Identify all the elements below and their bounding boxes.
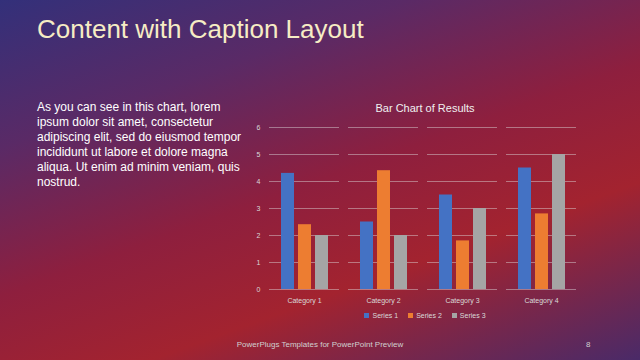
svg-text:Category 2: Category 2 — [366, 297, 400, 305]
svg-text:Category 1: Category 1 — [287, 297, 321, 305]
svg-text:3: 3 — [257, 205, 261, 212]
svg-text:6: 6 — [257, 124, 261, 131]
html-text:Series 1: Series 1 — [372, 312, 399, 319]
html-text:Series 3: Series 3 — [459, 312, 486, 319]
html-text:8: 8 — [586, 340, 591, 349]
svg-text:0: 0 — [257, 286, 261, 293]
html-text:PowerPlugs Templates for Power: PowerPlugs Templates for PowerPoint Prev… — [236, 340, 404, 349]
html-text:Series 2: Series 2 — [416, 312, 442, 319]
svg-text:Category 4: Category 4 — [524, 297, 558, 305]
svg-text:5: 5 — [257, 151, 261, 158]
svg-text:4: 4 — [257, 178, 261, 185]
html-text:Content with Caption Layout: Content with Caption Layout — [37, 14, 364, 44]
html-text:As you can see in this chart,: As you can see in this chart, lorem ipsu… — [37, 100, 242, 189]
svg-text:Category 3: Category 3 — [445, 297, 479, 305]
svg-text:2: 2 — [257, 232, 261, 239]
html-text:Bar Chart of Results: Bar Chart of Results — [375, 102, 475, 114]
svg-text:1: 1 — [257, 259, 261, 266]
